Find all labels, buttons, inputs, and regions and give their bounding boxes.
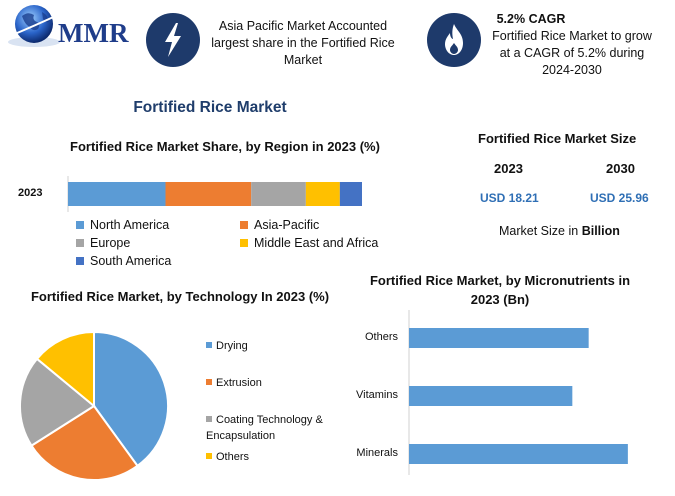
market-size-year-2023: 2023: [494, 161, 523, 176]
region-chart-category-label: 2023: [18, 187, 43, 199]
info-text-asia-pacific: Asia Pacific Market Accounted largest sh…: [211, 19, 395, 67]
globe-icon: [8, 5, 61, 47]
micronutrients-bar-chart: [408, 310, 628, 475]
legend-swatch: [240, 239, 248, 247]
legend-swatch: [206, 379, 212, 386]
legend-swatch: [76, 221, 84, 229]
bar-minerals: [409, 444, 628, 464]
legend-label: Asia-Pacific: [254, 218, 320, 232]
pie-slice-extrusion: [30, 404, 139, 481]
technology-pie-chart: [19, 330, 169, 481]
legend-item-asia-pacific: Asia-Pacific: [240, 218, 319, 232]
region-stacked-bar-chart: [67, 176, 362, 212]
pie-legend-item-others: Others: [206, 449, 356, 465]
pie-legend-item-extrusion: Extrusion: [206, 375, 356, 391]
legend-label: South America: [90, 254, 172, 268]
legend-label: Others: [216, 451, 250, 463]
page-title: Fortified Rice Market: [133, 99, 287, 116]
legend-item-middle-east-and-africa: Middle East and Africa: [240, 236, 378, 250]
market-size-title: Fortified Rice Market Size: [478, 131, 637, 146]
logo-text: MMR: [58, 18, 129, 48]
bar-segment-europe: [251, 182, 306, 206]
legend-item-north-america: North America: [76, 218, 169, 232]
lightning-icon: [165, 23, 181, 57]
legend-item-europe: Europe: [76, 236, 130, 250]
legend-swatch: [240, 221, 248, 229]
bar-segment-asia-pacific: [165, 182, 252, 206]
pie-slice-drying: [93, 330, 169, 468]
category-label-vitamins: Vitamins: [356, 389, 398, 401]
legend-swatch: [206, 342, 212, 349]
pie-legend-item-drying: Drying: [206, 338, 356, 354]
legend-label: Middle East and Africa: [254, 236, 379, 250]
market-size-value-2030: USD 25.96: [590, 191, 649, 205]
info-icon-circle-2: [427, 13, 481, 67]
micronutrients-chart-title: Fortified Rice Market, by Micronutrients…: [369, 273, 631, 307]
legend-label: Europe: [90, 236, 131, 250]
category-label-minerals: Minerals: [356, 447, 398, 459]
bar-segment-north-america: [68, 182, 166, 206]
pie-slice-others: [35, 330, 95, 409]
legend-label: North America: [90, 218, 170, 232]
flame-icon: [445, 24, 463, 55]
info-icon-circle-1: [146, 13, 200, 67]
legend-swatch: [206, 416, 212, 423]
market-size-year-2030: 2030: [606, 161, 635, 176]
market-size-unit: Market Size in Billion: [499, 224, 620, 238]
legend-label: Extrusion: [216, 377, 262, 389]
legend-swatch: [206, 453, 212, 460]
legend-label: Drying: [216, 340, 248, 352]
company-logo: [4, 2, 134, 52]
bar-segment-south-america: [339, 182, 362, 206]
pie-slice-coating-technology-and-encapsulation: [19, 357, 96, 448]
category-label-others: Others: [364, 331, 398, 343]
market-size-value-2023: USD 18.21: [480, 191, 539, 205]
legend-label: Coating Technology & Encapsulation: [206, 414, 323, 442]
bar-others: [409, 328, 589, 348]
region-chart-title: Fortified Rice Market Share, by Region i…: [70, 139, 380, 154]
pie-legend-item-coating-technology-and-encapsulation: Coating Technology & Encapsulation: [206, 412, 356, 444]
bar-vitamins: [409, 386, 573, 406]
market-size-unit-prefix: Market Size in: [499, 224, 579, 238]
market-size-unit-bold: Billion: [581, 224, 620, 238]
bar-segment-middle-east-and-africa: [305, 182, 340, 206]
legend-swatch: [76, 257, 84, 265]
cagr-heading: 5.2% CAGR: [496, 12, 566, 26]
legend-item-south-america: South America: [76, 254, 171, 268]
technology-chart-title: Fortified Rice Market, by Technology In …: [30, 289, 330, 304]
legend-swatch: [76, 239, 84, 247]
cagr-text: Fortified Rice Market to grow at a CAGR …: [492, 29, 652, 77]
